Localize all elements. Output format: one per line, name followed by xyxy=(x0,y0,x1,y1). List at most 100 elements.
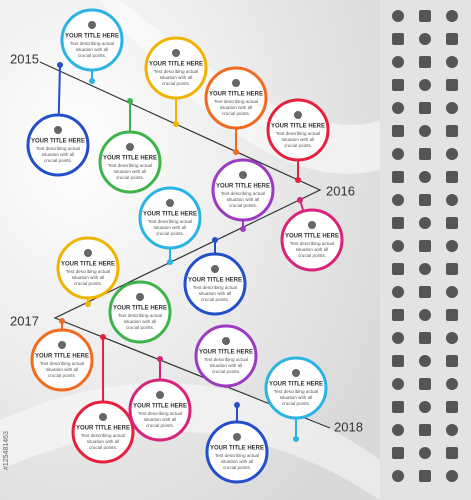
node-icon xyxy=(239,171,247,179)
node-text: Text describing actual xyxy=(274,389,318,394)
node-title: YOUR TITLE HERE xyxy=(285,234,339,240)
node-icon xyxy=(294,111,302,119)
icon xyxy=(446,355,458,367)
node-icon xyxy=(233,433,241,441)
node-icon xyxy=(222,337,230,345)
node-circle xyxy=(183,252,247,316)
node-text: situation with all xyxy=(87,439,119,444)
node-dot xyxy=(100,334,106,340)
node-text: crucial points. xyxy=(284,143,312,148)
node-title: YOUR TITLE HERE xyxy=(133,404,187,410)
icon xyxy=(419,286,431,298)
node-text: situation with all xyxy=(227,197,259,202)
node-text: situation with all xyxy=(46,367,78,372)
node-icon xyxy=(156,391,164,399)
node-title: YOUR TITLE HERE xyxy=(188,278,242,284)
node-circle xyxy=(194,324,258,388)
icon xyxy=(446,148,458,160)
node-text: Text describing actual xyxy=(290,241,334,246)
icon xyxy=(419,332,431,344)
node-dot xyxy=(233,149,239,155)
node-icon xyxy=(166,199,174,207)
node-text: crucial points. xyxy=(89,445,117,450)
node-icon xyxy=(232,79,240,87)
node-text: situation with all xyxy=(124,319,156,324)
node-text: situation with all xyxy=(76,47,108,52)
node-dot xyxy=(167,259,173,265)
icon xyxy=(392,10,404,22)
year: 2018 xyxy=(334,419,363,434)
icon xyxy=(446,286,458,298)
icon xyxy=(446,447,458,459)
node-text: situation with all xyxy=(280,395,312,400)
icon xyxy=(419,309,431,321)
node-text: crucial points. xyxy=(162,81,190,86)
node-dot xyxy=(127,98,133,104)
node-dot xyxy=(212,237,218,243)
node-title: YOUR TITLE HERE xyxy=(103,156,157,162)
node-dot xyxy=(57,62,63,68)
node-text: Text describing actual xyxy=(148,219,192,224)
icon xyxy=(392,56,404,68)
icon xyxy=(392,194,404,206)
node-text: crucial points. xyxy=(74,281,102,286)
node-title: YOUR TITLE HERE xyxy=(76,426,130,432)
node-text: Text describing actual xyxy=(70,41,114,46)
icon xyxy=(392,470,404,482)
node-text: Text describing actual xyxy=(215,453,259,458)
node-dot xyxy=(59,318,65,324)
icon xyxy=(392,401,404,413)
icon xyxy=(392,33,404,45)
icon xyxy=(392,79,404,91)
node-title: YOUR TITLE HERE xyxy=(31,139,85,145)
node-title: YOUR TITLE HERE xyxy=(35,354,89,360)
node-circle xyxy=(144,36,208,100)
icon xyxy=(419,194,431,206)
icon xyxy=(446,171,458,183)
icon xyxy=(446,33,458,45)
node-text: Text describing actual xyxy=(118,313,162,318)
node-dot xyxy=(157,356,163,362)
node-icon xyxy=(54,126,62,134)
node-dot xyxy=(295,177,301,183)
icon xyxy=(392,332,404,344)
icon xyxy=(446,194,458,206)
node-text: crucial points. xyxy=(222,111,250,116)
icon xyxy=(392,240,404,252)
node-icon xyxy=(88,21,96,29)
node-text: crucial points. xyxy=(44,158,72,163)
node-text: situation with all xyxy=(42,152,74,157)
icon xyxy=(419,378,431,390)
node-text: situation with all xyxy=(221,459,253,464)
node-circle xyxy=(26,113,90,177)
icon xyxy=(392,125,404,137)
node-text: situation with all xyxy=(199,291,231,296)
icon xyxy=(419,470,431,482)
timeline xyxy=(39,61,331,429)
node-text: crucial points. xyxy=(212,369,240,374)
icon xyxy=(392,171,404,183)
node-icon xyxy=(126,143,134,151)
icon xyxy=(446,401,458,413)
node-text: Text describing actual xyxy=(276,131,320,136)
node-text: crucial points. xyxy=(78,53,106,58)
node-title: YOUR TITLE HERE xyxy=(210,446,264,452)
node-text: crucial points. xyxy=(223,465,251,470)
icon xyxy=(419,424,431,436)
node-text: situation with all xyxy=(160,75,192,80)
node-title: YOUR TITLE HERE xyxy=(269,382,323,388)
node-text: crucial points. xyxy=(282,401,310,406)
node-text: Text describing actual xyxy=(154,69,198,74)
icon xyxy=(446,378,458,390)
node-icon xyxy=(136,293,144,301)
icon xyxy=(419,171,431,183)
icon xyxy=(446,263,458,275)
node-dot xyxy=(89,78,95,84)
node-text: Text describing actual xyxy=(66,269,110,274)
node-text: situation with all xyxy=(114,169,146,174)
node-text: situation with all xyxy=(296,247,328,252)
icon xyxy=(446,470,458,482)
icon xyxy=(446,56,458,68)
node-title: YOUR TITLE HERE xyxy=(271,124,325,130)
